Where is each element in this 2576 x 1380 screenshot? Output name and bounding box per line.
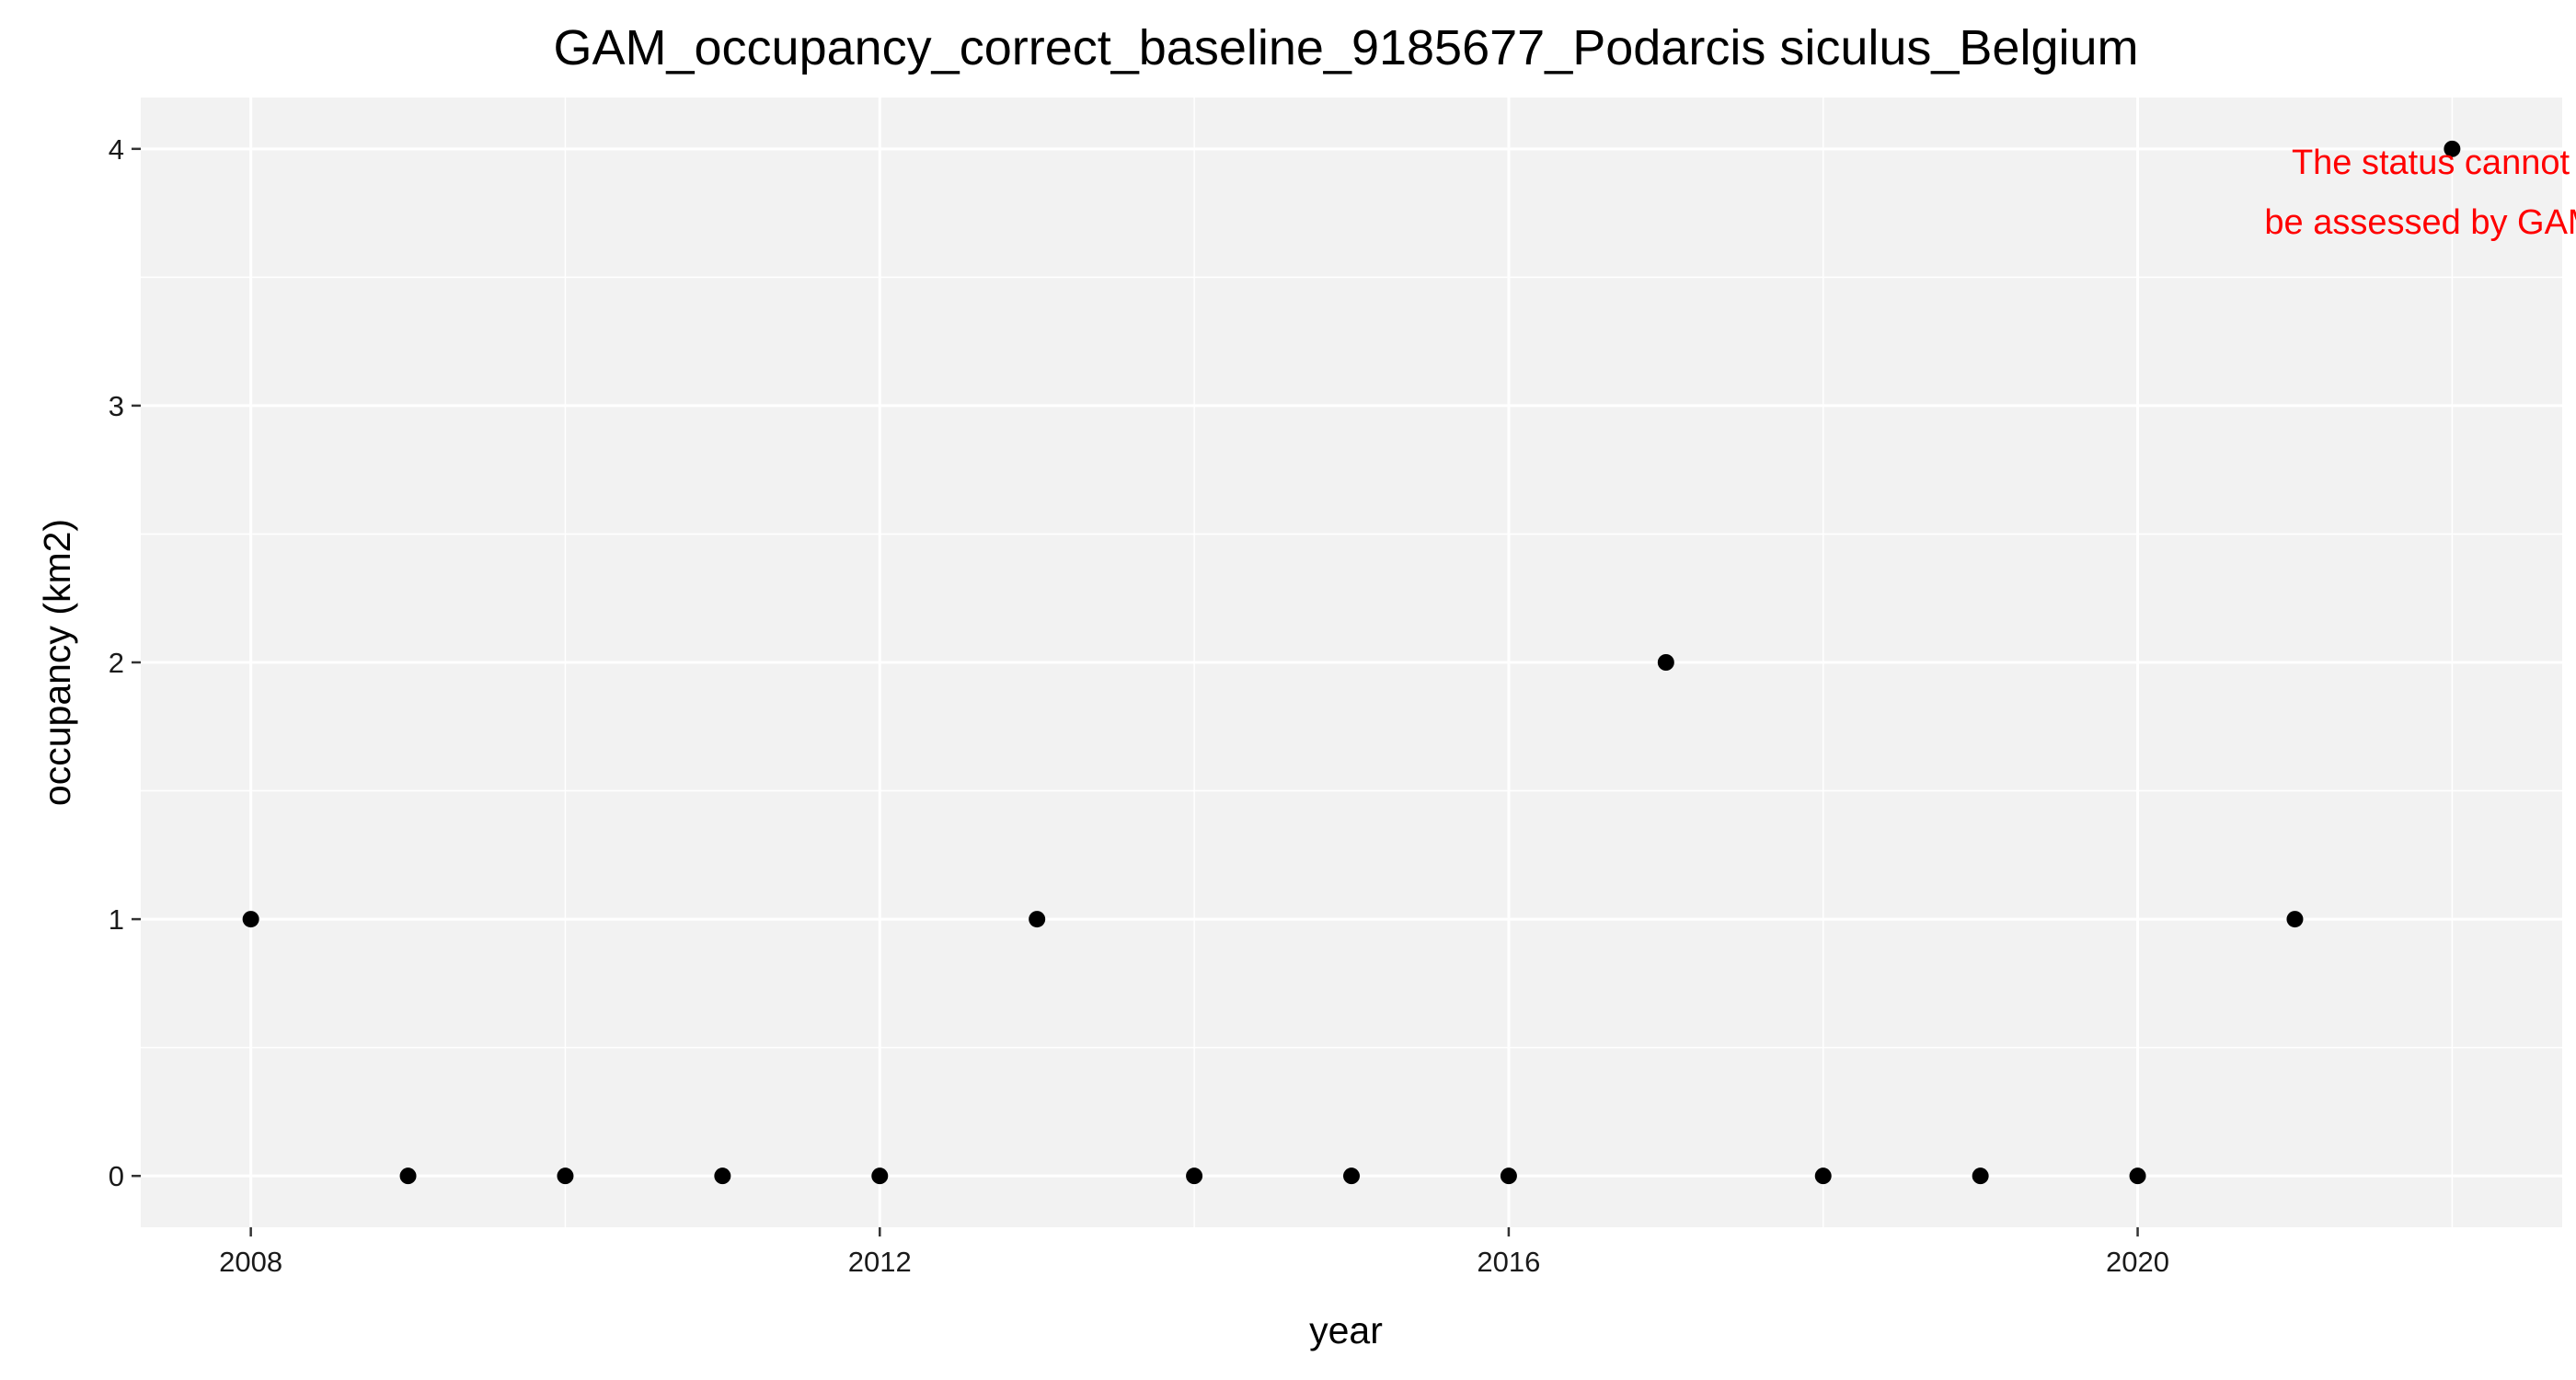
data-point (2129, 1167, 2146, 1185)
y-tick-label: 0 (109, 1160, 124, 1192)
chart-title: GAM_occupancy_correct_baseline_9185677_P… (553, 20, 2138, 75)
data-point (242, 911, 259, 928)
y-tick-label: 1 (109, 903, 124, 936)
y-tick-label: 4 (109, 133, 124, 166)
points-layer (242, 140, 2461, 1185)
annotation-layer: The status cannot be assessed by GAM (2264, 144, 2576, 242)
data-point (1814, 1167, 1832, 1185)
annotation-line: be assessed by GAM (2264, 203, 2576, 242)
data-point (1029, 911, 1046, 928)
annotation-line: The status cannot (2292, 144, 2570, 182)
data-point (871, 1167, 889, 1185)
data-point (1500, 1167, 1517, 1185)
data-point (557, 1167, 574, 1185)
data-point (1343, 1167, 1360, 1185)
y-axis-title: occupancy (km2) (36, 519, 78, 806)
x-tick-label: 2020 (2106, 1246, 2169, 1278)
data-point (714, 1167, 731, 1185)
x-axis-title: year (1309, 1309, 1383, 1351)
x-tick-label: 2016 (1477, 1246, 1540, 1278)
data-point (2444, 140, 2461, 157)
data-point (399, 1167, 417, 1185)
y-tick-label: 3 (109, 390, 124, 422)
data-point (1657, 654, 1674, 671)
grid-layer (141, 98, 2562, 1227)
data-point (1972, 1167, 1989, 1185)
axis-layer: 2008 2012 2016 2020 0 1 2 3 4 (109, 133, 2169, 1278)
data-point (2286, 911, 2304, 928)
x-tick-label: 2012 (848, 1246, 912, 1278)
x-tick-label: 2008 (219, 1246, 282, 1278)
data-point (1186, 1167, 1203, 1185)
y-tick-label: 2 (109, 647, 124, 679)
